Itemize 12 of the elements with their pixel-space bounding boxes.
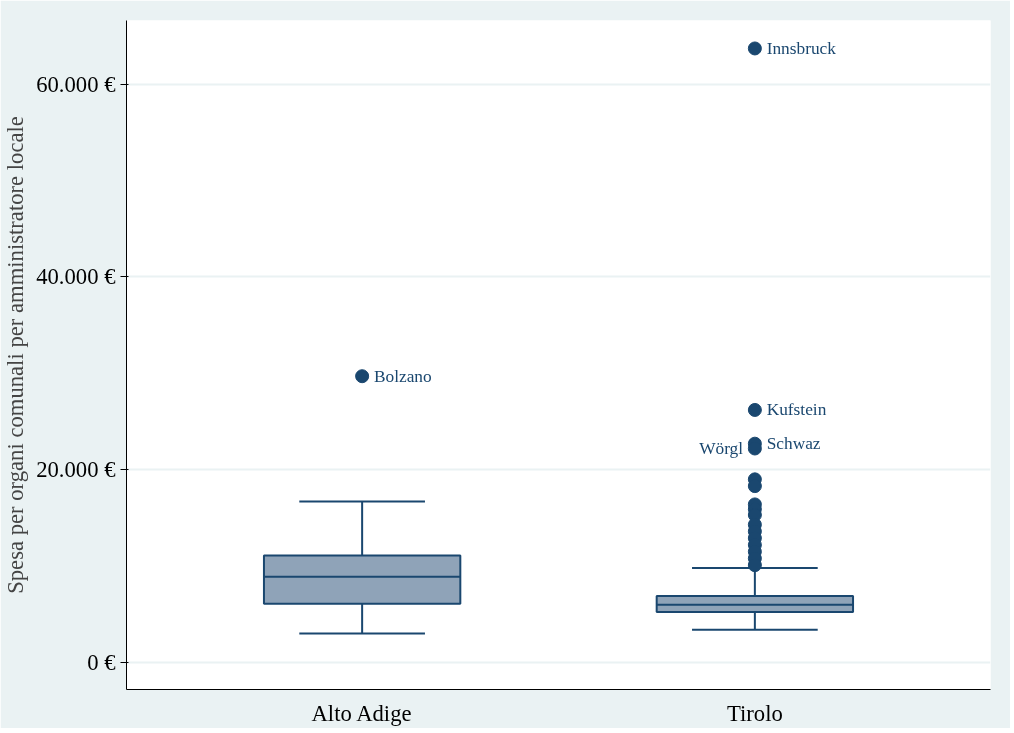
annotation: Schwaz [766, 434, 821, 454]
y-tick-label: 40.000 € [36, 264, 116, 290]
y-tick-label: 60.000 € [36, 71, 116, 97]
x-tick-label: Alto Adige [311, 700, 412, 726]
x-tick-label: Tirolo [726, 700, 783, 726]
annotation: Bolzano [373, 366, 432, 386]
y-tick-label: 0 € [87, 650, 116, 676]
annotation: Kufstein [766, 400, 827, 420]
y-tick-label: 20.000 € [36, 457, 116, 483]
annotation: Wörgl [699, 439, 744, 459]
annotation: Innsbruck [766, 38, 837, 58]
y-axis-title: Spesa per organi comunali per amministratore locale [3, 116, 29, 594]
